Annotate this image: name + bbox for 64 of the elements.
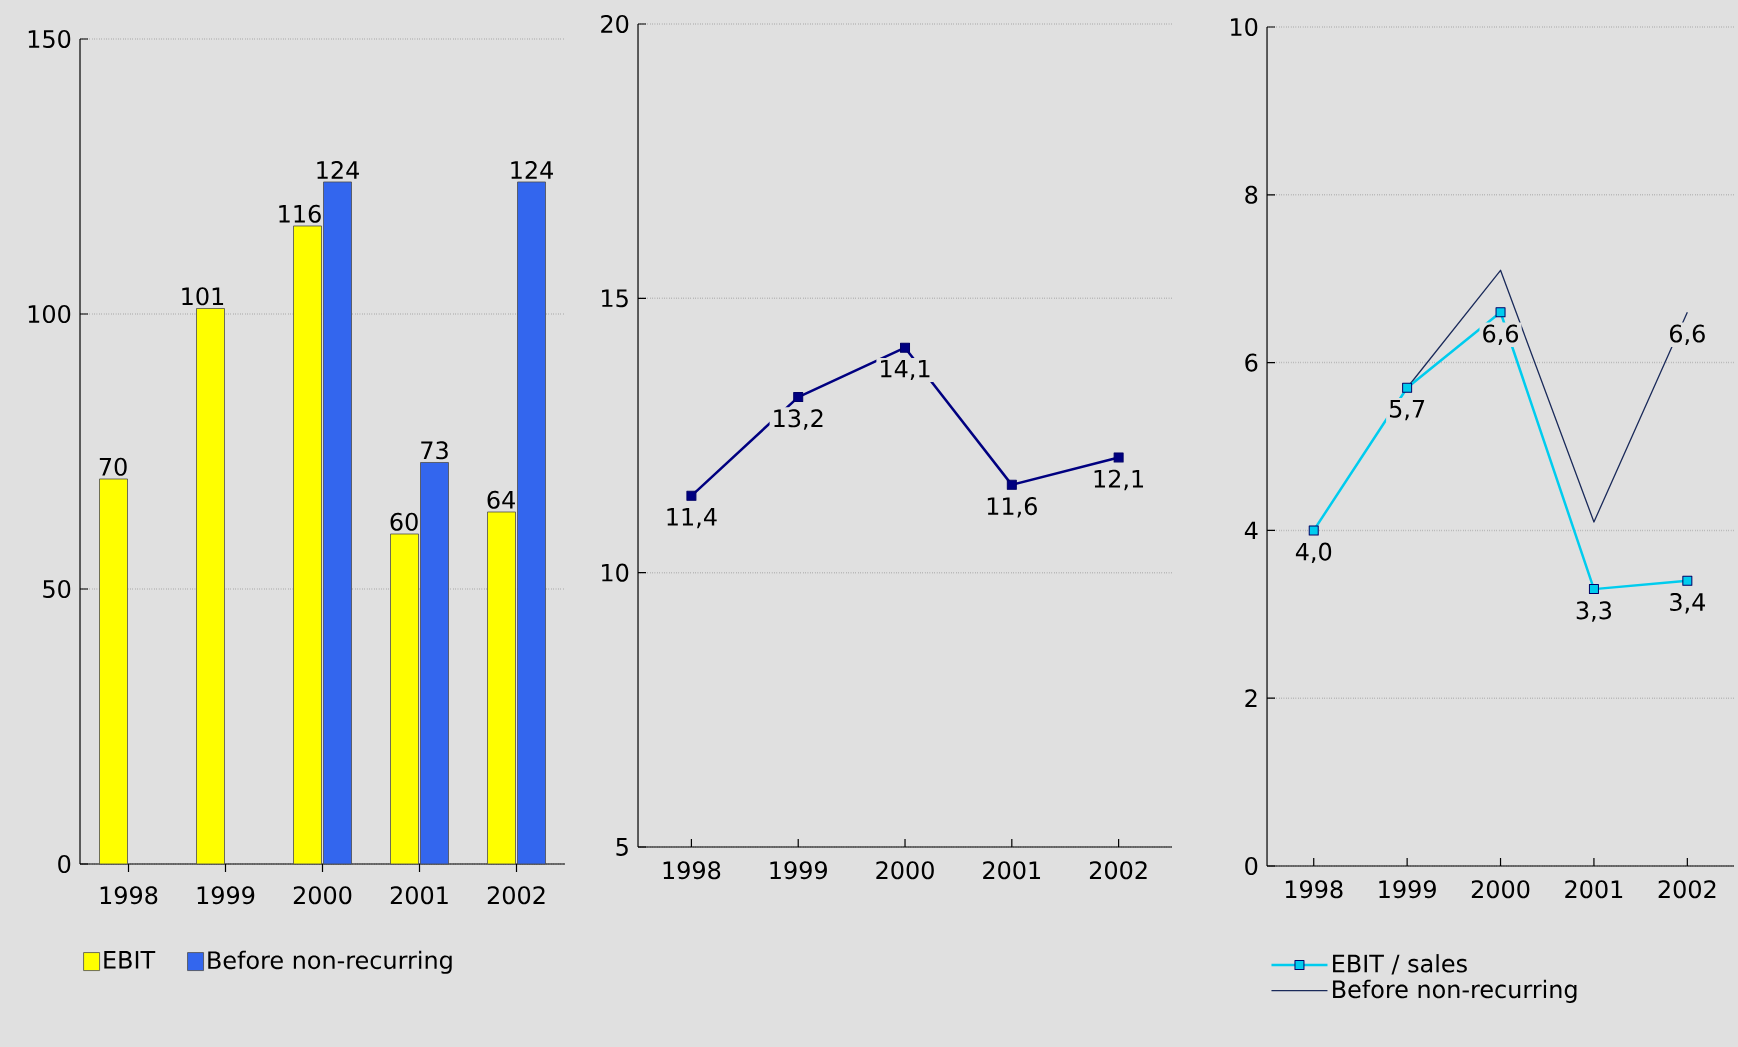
bar [196, 308, 225, 865]
point [1113, 452, 1124, 463]
point [793, 392, 804, 403]
x-tick-label: 2002 [1658, 880, 1716, 899]
x-tick-label: 2001 [1565, 880, 1623, 899]
y-tick-label: 150 [28, 29, 71, 49]
data-label: 124 [317, 161, 359, 179]
y-tick-label: 6 [1245, 353, 1258, 372]
data-label: 6,6 [1483, 324, 1519, 345]
legend-label: Before non-recurring [208, 950, 452, 974]
point [1402, 382, 1413, 393]
data-label: 12,1 [1094, 469, 1144, 491]
y-tick-label: 8 [1245, 185, 1258, 204]
y-tick-label: 10 [1231, 17, 1258, 37]
y-tick-label: 100 [28, 304, 71, 324]
bar [99, 478, 128, 865]
x-tick-label: 2001 [983, 861, 1041, 880]
point [1682, 575, 1693, 586]
data-label: 73 [421, 441, 448, 460]
x-tick-label: 1998 [663, 861, 721, 880]
data-label: 124 [511, 161, 553, 179]
data-label: 101 [182, 287, 224, 306]
x-tick-label: 2002 [1089, 861, 1147, 880]
data-label: 14,1 [881, 359, 930, 381]
x-tick-label: 1999 [770, 861, 827, 880]
x-tick-label: 1998 [1285, 880, 1343, 899]
point [1308, 525, 1319, 536]
y-tick-label: 50 [43, 579, 71, 599]
y-tick-label: 20 [601, 14, 629, 34]
legend-label: EBIT / sales [1333, 954, 1467, 975]
point [1588, 584, 1599, 595]
point [900, 342, 911, 353]
point [686, 490, 697, 501]
x-tick-label: 2000 [293, 886, 352, 905]
data-label: 64 [487, 490, 515, 509]
y-tick-label: 10 [602, 563, 629, 582]
data-label: 4,0 [1295, 542, 1332, 564]
data-label: 70 [99, 457, 127, 476]
x-tick-label: 2000 [1471, 880, 1530, 899]
data-label: 60 [390, 512, 418, 531]
legend-label: EBIT [104, 951, 156, 969]
y-tick-label: 0 [1245, 856, 1258, 876]
data-label: 5,7 [1389, 399, 1425, 421]
point [1006, 479, 1017, 490]
x-tick-label: 2001 [390, 886, 448, 905]
data-label: 116 [279, 204, 321, 223]
data-label: 11,4 [667, 508, 717, 529]
x-tick-label: 1998 [100, 886, 158, 905]
legend-label: Before non-recurring [1333, 979, 1577, 1003]
x-tick-label: 2000 [876, 861, 934, 880]
data-label: 3,4 [1670, 592, 1706, 614]
y-tick-label: 4 [1244, 521, 1258, 540]
x-tick-label: 1999 [197, 886, 255, 905]
point [1495, 307, 1506, 318]
data-label: 3,3 [1576, 601, 1612, 622]
y-tick-label: 0 [58, 854, 71, 874]
y-tick-label: 2 [1245, 689, 1257, 708]
data-label: 6,6 [1670, 324, 1705, 345]
data-label: 11,6 [987, 497, 1037, 518]
x-tick-label: 1999 [1379, 880, 1436, 899]
y-tick-label: 15 [602, 289, 628, 308]
y-tick-label: 5 [616, 838, 628, 856]
data-label: 13,2 [774, 409, 823, 430]
x-tick-label: 2002 [487, 886, 545, 905]
